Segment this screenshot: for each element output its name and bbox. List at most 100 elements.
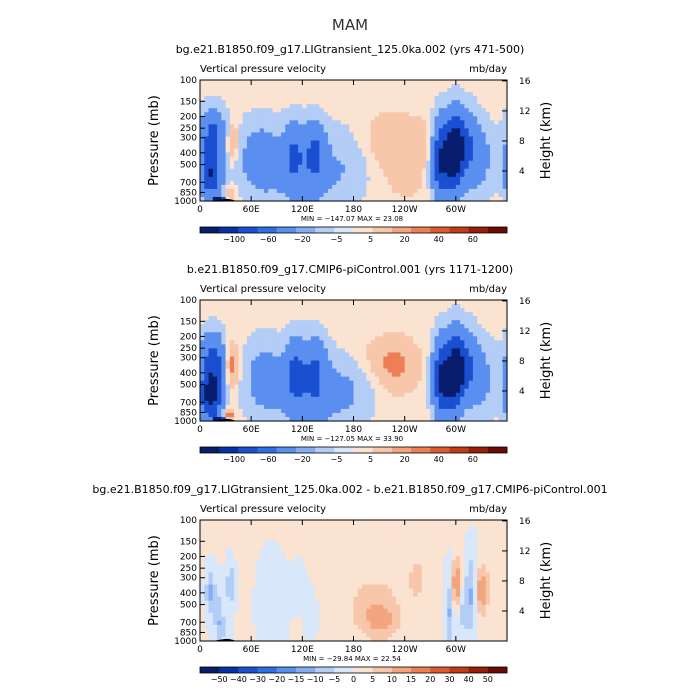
contour-cell <box>400 136 406 142</box>
contour-cell <box>323 396 329 402</box>
contour-cell <box>242 176 248 182</box>
contour-cell <box>460 172 465 178</box>
contour-cell <box>443 392 448 398</box>
contour-cell <box>451 320 457 325</box>
contour-cell <box>421 376 427 382</box>
contour-cell <box>357 388 363 394</box>
contour-cell <box>413 376 419 382</box>
contour-cell <box>344 412 350 418</box>
contour-cell <box>387 300 393 305</box>
contour-cell <box>251 196 257 202</box>
contour-cell <box>229 108 235 113</box>
contour-cell <box>242 532 248 537</box>
contour-cell <box>302 112 308 117</box>
contour-cell <box>421 192 427 198</box>
contour-cell <box>229 132 235 138</box>
contour-cell <box>370 344 376 349</box>
contour-cell <box>323 392 329 398</box>
contour-cell <box>353 388 359 394</box>
contour-cell <box>464 112 470 117</box>
contour-cell <box>425 408 431 414</box>
contour-cell <box>374 388 380 394</box>
contour-cell <box>489 404 495 410</box>
contour-cell <box>481 400 487 406</box>
contour-cell <box>443 172 448 178</box>
contour-cell <box>344 344 350 349</box>
contour-cell <box>408 88 414 93</box>
contour-cell <box>374 308 380 313</box>
contour-cell <box>498 348 504 354</box>
contour-cell <box>477 404 483 410</box>
contour-cell <box>306 396 312 402</box>
contour-cell <box>272 364 278 370</box>
contour-cell <box>344 332 350 337</box>
contour-cell <box>494 396 500 402</box>
contour-cell <box>468 316 474 321</box>
contour-cell <box>498 80 504 85</box>
contour-cell <box>327 196 333 202</box>
contour-cell <box>396 88 401 93</box>
contour-cell <box>387 192 393 198</box>
contour-cell <box>323 140 329 146</box>
contour-cell <box>289 112 295 117</box>
contour-cell <box>400 176 406 182</box>
contour-cell <box>293 92 299 97</box>
contour-cell <box>293 544 299 549</box>
contour-cell <box>430 404 436 410</box>
contour-cell <box>460 412 465 418</box>
contour-cell <box>485 124 491 129</box>
contour-cell <box>485 100 491 105</box>
contour-cell <box>366 412 372 418</box>
contour-cell <box>421 80 427 85</box>
contour-cell <box>259 356 265 362</box>
contour-cell <box>281 116 286 121</box>
contour-cell <box>204 84 210 89</box>
colorbar-swatch <box>430 227 450 233</box>
contour-cell <box>268 88 274 93</box>
contour-cell <box>251 80 257 85</box>
colorbar-swatch <box>353 447 373 453</box>
contour-cell <box>200 396 205 402</box>
contour-cell <box>353 324 359 329</box>
contour-cell <box>383 164 389 170</box>
contour-cell <box>259 108 265 113</box>
contour-cell <box>310 384 316 390</box>
contour-cell <box>251 164 257 170</box>
contour-cell <box>455 164 461 170</box>
contour-cell <box>408 540 414 545</box>
contour-cell <box>451 520 457 525</box>
contour-cell <box>281 168 286 174</box>
contour-cell <box>229 92 235 97</box>
contour-cell <box>477 144 483 150</box>
contour-cell <box>217 144 222 150</box>
contour-cell <box>455 104 461 109</box>
contour-cell <box>447 100 453 105</box>
contour-cell <box>234 300 239 305</box>
contour-cell <box>387 168 393 174</box>
contour-cell <box>234 88 239 93</box>
contour-cell <box>391 544 397 549</box>
contour-cell <box>306 152 312 158</box>
contour-cell <box>413 188 419 194</box>
contour-cell <box>447 544 453 549</box>
contour-cell <box>281 348 286 354</box>
contour-cell <box>443 196 448 202</box>
contour-cell <box>200 172 205 178</box>
contour-cell <box>443 328 448 333</box>
contour-cell <box>204 140 210 146</box>
contour-cell <box>477 408 483 414</box>
contour-cell <box>383 100 389 105</box>
contour-cell <box>391 108 397 113</box>
contour-cell <box>246 352 252 358</box>
contour-cell <box>366 364 372 370</box>
contour-cell <box>489 188 495 194</box>
contour-cell <box>430 128 436 134</box>
contour-cell <box>447 344 453 349</box>
contour-cell <box>391 128 397 134</box>
contour-cell <box>396 404 401 410</box>
contour-cell <box>225 164 231 170</box>
y-tick-label: 1000 <box>174 417 197 427</box>
contour-cell <box>464 324 470 329</box>
contour-cell <box>272 332 278 337</box>
contour-cell <box>349 392 355 398</box>
